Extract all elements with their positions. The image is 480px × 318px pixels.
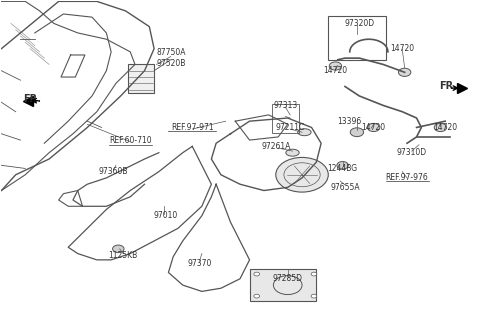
Text: 13396: 13396 [337,117,362,126]
Text: REF.97-976: REF.97-976 [385,173,429,183]
Text: 14720: 14720 [361,123,386,132]
Text: FR.: FR. [23,94,41,104]
Circle shape [337,162,348,169]
Text: 97010: 97010 [154,211,178,220]
Text: 97211C: 97211C [276,123,305,132]
Text: 14720: 14720 [433,123,457,132]
Text: 97285D: 97285D [273,274,303,283]
Text: 97310D: 97310D [397,148,427,157]
Ellipse shape [298,129,311,136]
Bar [328,16,385,60]
Bar [250,269,316,301]
Circle shape [254,272,260,276]
Text: 1125KB: 1125KB [108,251,138,259]
Circle shape [311,294,317,298]
Text: 87750A
97520B: 87750A 97520B [156,48,186,68]
Text: 97360B: 97360B [99,167,128,176]
Circle shape [113,245,124,252]
Bar [128,65,154,93]
Circle shape [329,62,342,70]
Text: 1244BG: 1244BG [327,164,358,173]
Text: 14720: 14720 [324,66,348,75]
Text: 97320D: 97320D [344,19,374,28]
Circle shape [434,123,446,132]
Text: 14720: 14720 [390,44,414,53]
Text: 97370: 97370 [187,259,212,267]
Ellipse shape [286,149,299,156]
Text: 97655A: 97655A [330,183,360,192]
Bar [273,105,299,133]
Text: REF.60-710: REF.60-710 [109,135,152,145]
Circle shape [311,272,317,276]
Circle shape [350,128,364,137]
Text: FR.: FR. [439,81,457,92]
Circle shape [367,123,380,132]
Circle shape [398,68,411,76]
Text: 97313: 97313 [273,101,298,110]
Circle shape [276,157,328,192]
Circle shape [254,294,260,298]
Text: 97261A: 97261A [261,142,290,151]
Text: REF.97-971: REF.97-971 [171,123,214,132]
